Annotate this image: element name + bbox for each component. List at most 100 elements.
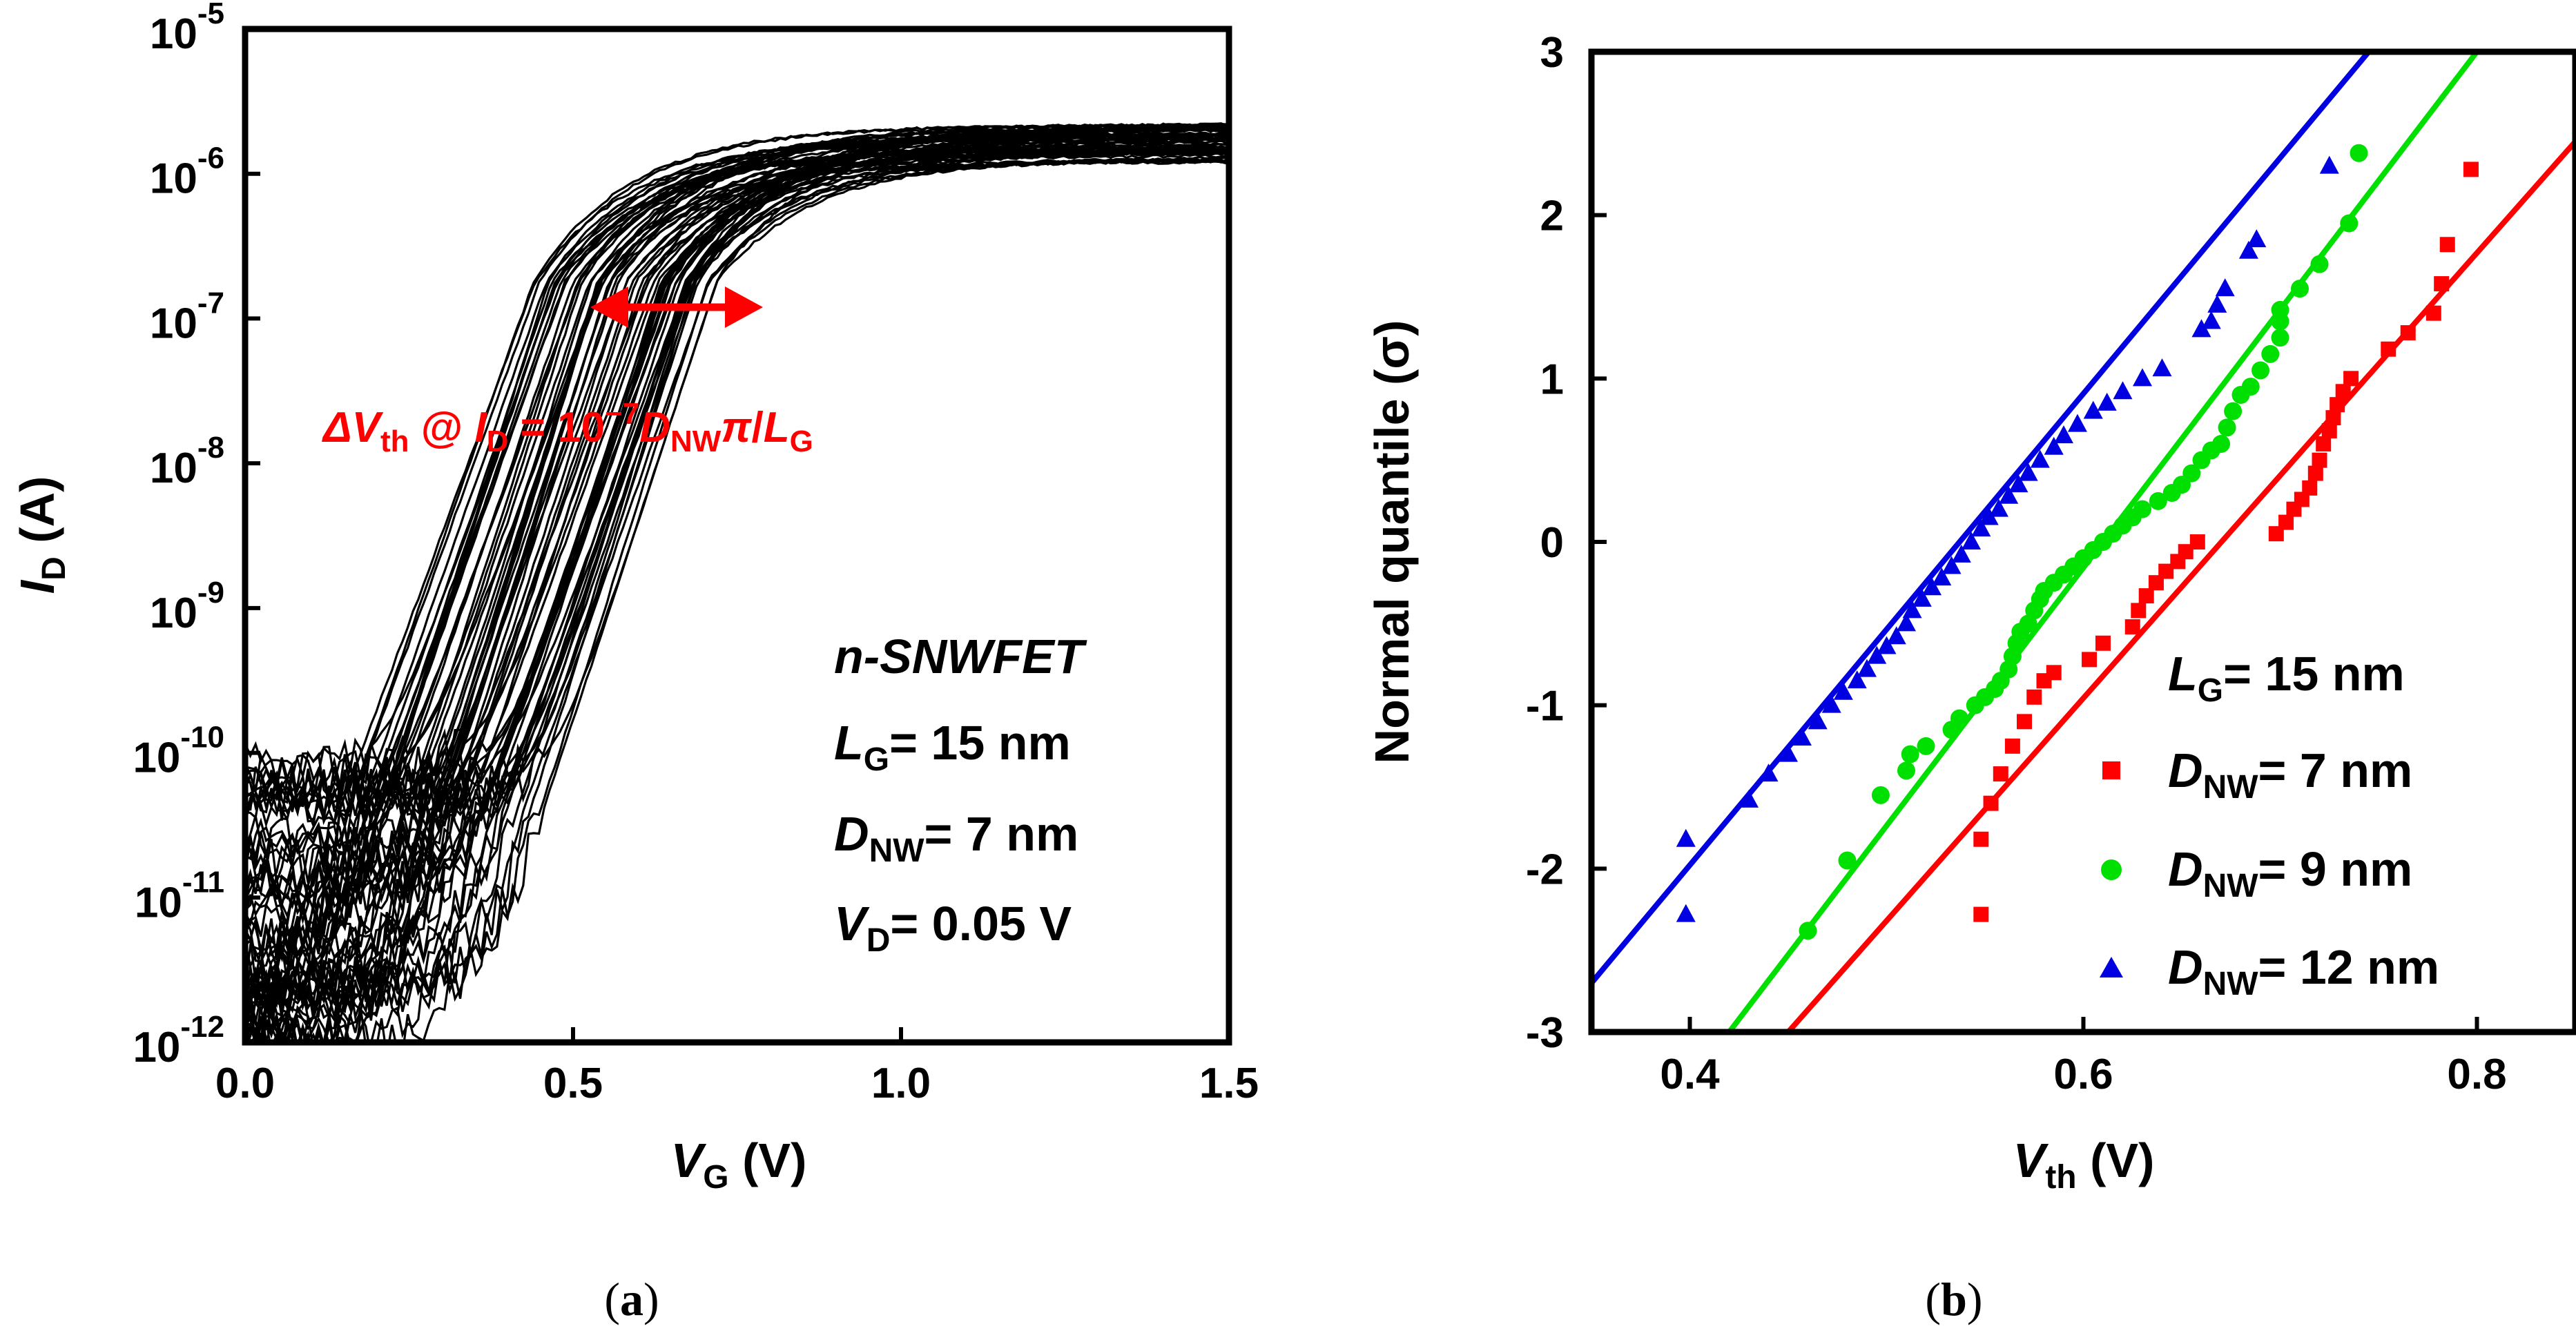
b-xlabel-main: V	[2013, 1133, 2049, 1187]
b-leg-lg-sub: G	[2198, 672, 2223, 709]
b-legend-entry-9nm: DNW= 9 nm	[2168, 842, 2412, 904]
b-y-tick-label: -3	[1526, 1009, 1564, 1057]
b-y-tick-label: -1	[1526, 683, 1564, 730]
a-id-vg-curve	[245, 135, 1227, 1002]
b-point-triangle	[1792, 728, 1812, 746]
b-point-square	[2439, 237, 2455, 253]
ann-lg: L	[764, 404, 790, 451]
b-point-triangle	[2238, 240, 2258, 259]
a-plot-frame	[242, 26, 1232, 1046]
a-xlabel-unit: (V)	[729, 1133, 807, 1187]
a-id-vg-curve	[245, 157, 1227, 1021]
b-point-triangle	[1988, 498, 2008, 517]
b-point-circle	[2218, 418, 2236, 437]
b-point-triangle	[1821, 694, 1841, 713]
b-point-circle	[2350, 144, 2368, 162]
b-leg-9-sub: NW	[2203, 868, 2259, 904]
b-point-triangle	[1962, 532, 1982, 549]
b-point-square	[2307, 465, 2323, 481]
a-id-vg-curve-family	[245, 122, 1227, 1042]
b-point-square	[2278, 514, 2294, 530]
a-id-vg-curve	[245, 148, 1227, 1042]
b-point-triangle	[2018, 463, 2038, 481]
b-point-triangle	[2008, 474, 2028, 493]
b-point-square	[2178, 544, 2194, 560]
b-point-triangle	[2319, 155, 2339, 174]
a-delta-vth-arrow	[590, 286, 763, 328]
a-xlabel-sub: G	[703, 1159, 728, 1196]
a-xlabel-main: V	[671, 1133, 707, 1187]
b-x-tick-label: 0.8	[2447, 1051, 2506, 1098]
a-x-axis-label: VG (V)	[671, 1133, 807, 1196]
b-point-circle	[1897, 761, 1915, 780]
b-point-circle	[2261, 344, 2280, 363]
b-leg-7-main: D	[2168, 743, 2203, 797]
a-y-tick-label: 10-7	[150, 286, 224, 347]
b-fit-lines	[1591, 52, 2575, 1032]
b-plot-frame	[1588, 48, 2576, 1035]
b-point-triangle	[1877, 636, 1897, 654]
b-leg-lg-val: = 15 nm	[2223, 647, 2405, 701]
b-point-square	[2335, 384, 2351, 400]
a-id-vg-curve	[245, 132, 1227, 807]
b-xlabel-unit: (V)	[2077, 1133, 2155, 1187]
ann-slash: /	[751, 404, 763, 451]
b-point-square	[2312, 452, 2327, 468]
b-legend-marker-7nm	[2102, 761, 2120, 779]
b-point-triangle	[1739, 789, 1759, 808]
b-point-square	[2321, 423, 2337, 439]
ann-id-sub: D	[487, 425, 509, 458]
b-point-triangle	[1847, 670, 1867, 689]
b-point-circle	[1838, 851, 1857, 870]
a-id-vg-curve	[245, 133, 1227, 1020]
b-point-triangle	[2152, 358, 2172, 377]
b-point-triangle	[1867, 645, 1887, 664]
a-panel-caption: (a)	[604, 1273, 659, 1325]
b-point-square	[2189, 534, 2205, 549]
b-leg-7-sub: NW	[2203, 769, 2259, 806]
b-point-triangle	[1886, 626, 1906, 645]
a-ylabel-unit: (A)	[10, 476, 64, 557]
a-lg-sub: G	[864, 741, 889, 778]
a-vd-info: VD= 0.05 V	[834, 897, 1072, 959]
b-point-triangle	[1912, 588, 1932, 607]
b-point-circle	[2310, 255, 2329, 273]
a-id-vg-curve	[245, 143, 1227, 931]
a-caption-letter: a	[620, 1273, 643, 1325]
b-point-square	[2004, 738, 2020, 754]
b-point-square	[2148, 575, 2164, 591]
b-point-square	[2316, 436, 2332, 451]
a-y-tick-label: 10-5	[150, 0, 224, 58]
a-id-vg-curve	[245, 125, 1227, 991]
b-point-triangle	[2067, 413, 2087, 432]
b-point-square	[2131, 603, 2147, 619]
b-point-triangle	[1941, 556, 1962, 574]
a-id-vg-curve	[245, 155, 1227, 825]
b-point-triangle	[2215, 278, 2235, 297]
a-y-tick-label: 10-11	[135, 865, 224, 926]
a-y-tick-label: 10-10	[133, 721, 224, 782]
b-xlabel-sub: th	[2045, 1159, 2076, 1196]
b-y-tick-label: -2	[1526, 846, 1564, 893]
b-point-square	[1973, 831, 1989, 847]
a-id-vg-curve	[245, 133, 1227, 860]
b-point-triangle	[2113, 381, 2133, 400]
a-x-tick-label: 0.5	[543, 1060, 603, 1107]
b-y-tick-label: 1	[1540, 356, 1564, 403]
b-y-ticks: 3 2 1 0 -1 -2 -3	[1526, 29, 1607, 1057]
a-x-tick-label: 1.5	[1199, 1060, 1259, 1107]
b-data-points	[1676, 144, 2479, 940]
b-point-circle	[2271, 329, 2289, 347]
b-point-square	[2082, 652, 2098, 668]
b-point-circle	[2149, 492, 2167, 510]
a-dnw-sub: NW	[869, 833, 925, 869]
a-y-tick-label: 10-12	[133, 1010, 224, 1071]
b-leg-12-val: = 12 nm	[2258, 940, 2440, 994]
b-point-triangle	[2201, 311, 2221, 329]
b-point-circle	[1917, 737, 1935, 755]
a-id-vg-curve	[245, 126, 1227, 1042]
b-point-triangle	[2247, 229, 2267, 248]
b-point-triangle	[1951, 544, 1971, 563]
b-point-triangle	[2191, 319, 2211, 338]
b-point-circle	[2182, 464, 2201, 483]
